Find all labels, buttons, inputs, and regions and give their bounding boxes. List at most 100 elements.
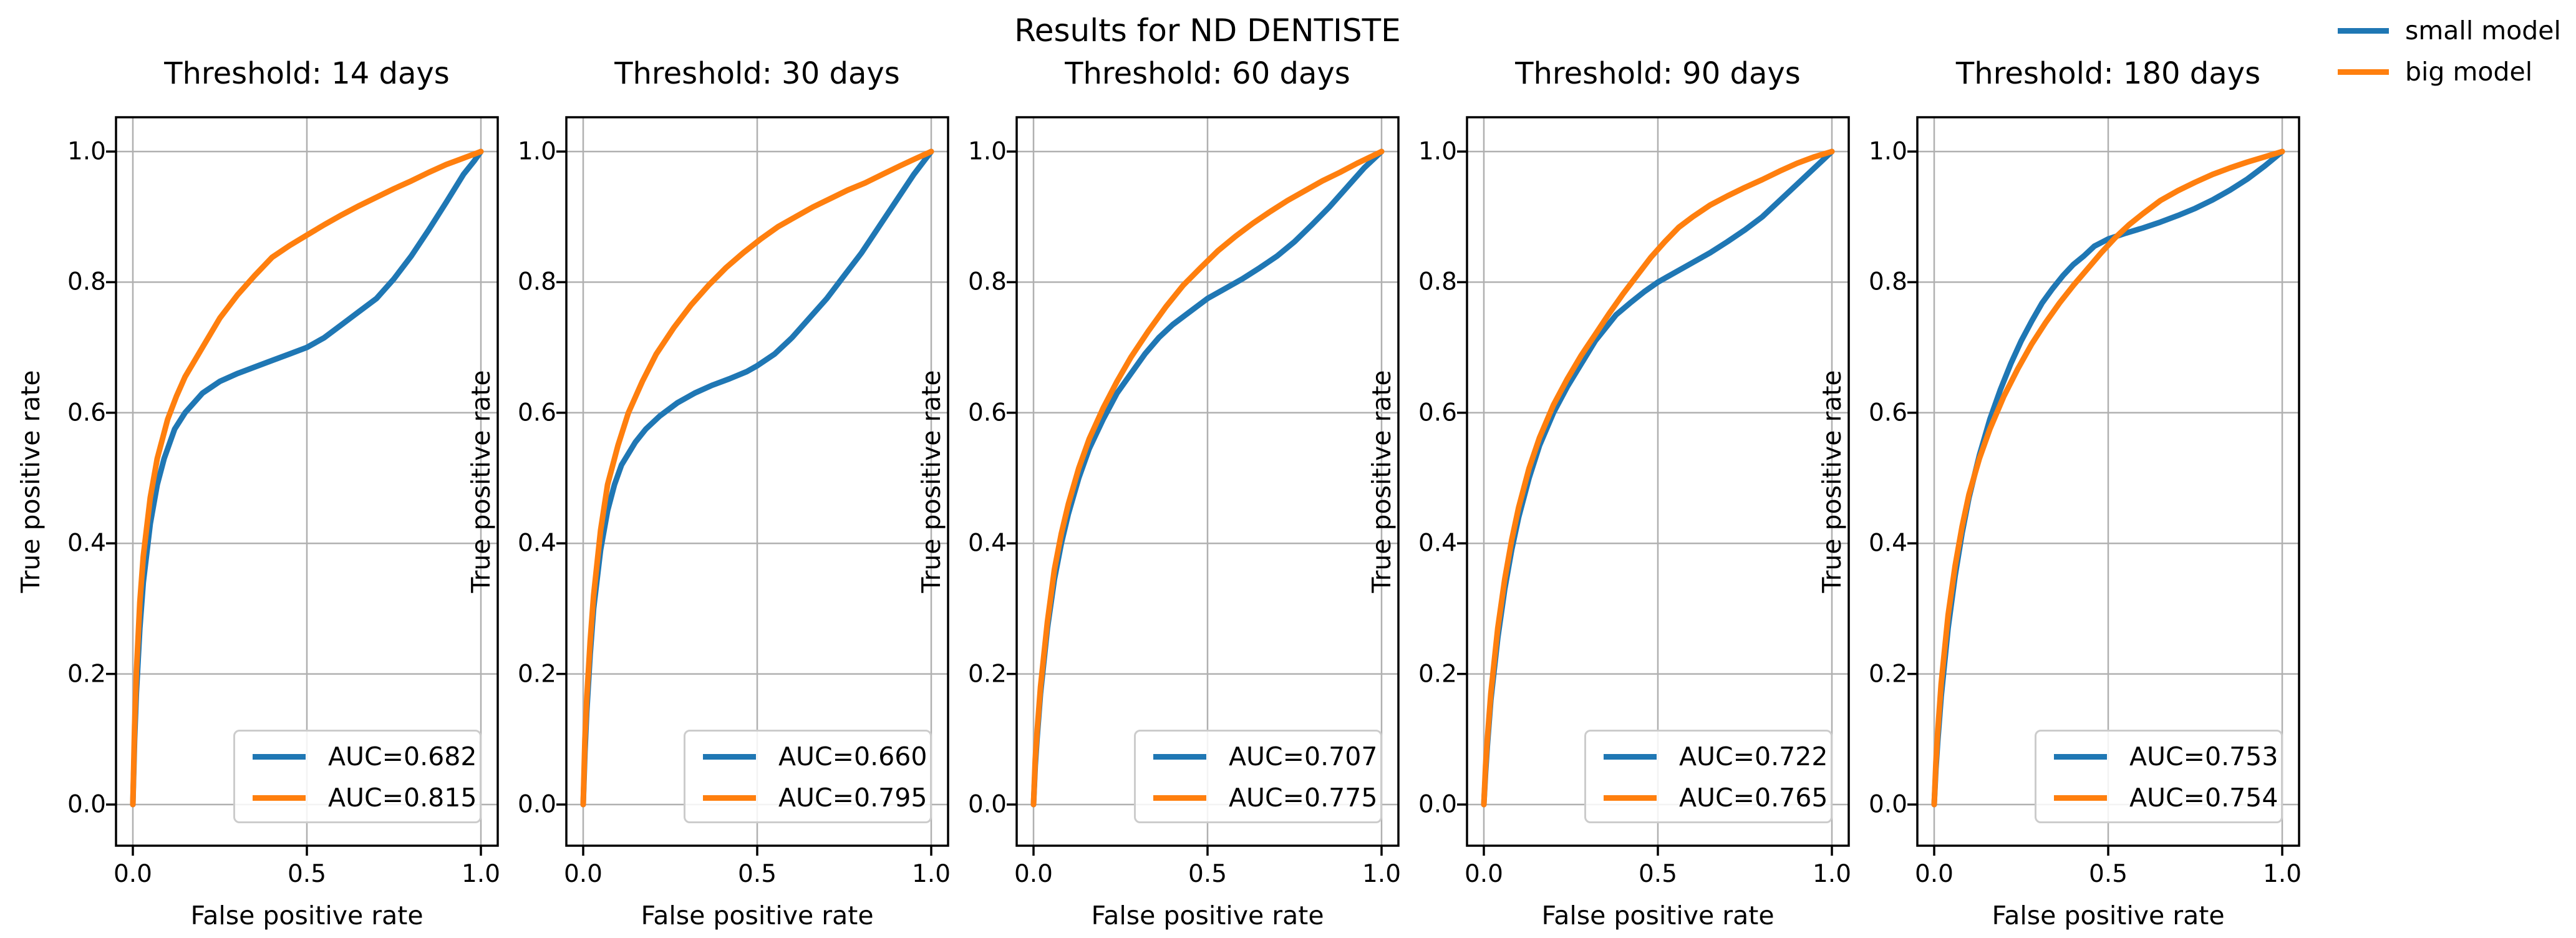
auc-legend-row: AUC=0.765 [1586,783,1831,813]
legend-line-swatch-blue-icon [2054,753,2107,760]
legend-line-swatch-blue-icon [1153,753,1206,760]
auc-value-label: AUC=0.815 [328,783,477,813]
x-tick-label: 0.5 [287,860,327,888]
y-axis-label: True positive rate [916,370,946,593]
legend-line-swatch-orange-icon [1604,795,1657,801]
auc-value-label: AUC=0.775 [1229,783,1378,813]
y-tick-label: 0.2 [1868,660,1907,689]
figure-legend: small model big model [2338,10,2561,92]
auc-legend-row: AUC=0.753 [2036,742,2281,771]
x-axis-label: False positive rate [1091,901,1324,931]
x-tick-label: 0.5 [737,860,777,888]
legend-line-swatch-orange-icon [1153,795,1206,801]
x-tick-label: 0.0 [1464,860,1503,888]
subplot-title: Threshold: 14 days [164,56,450,91]
auc-value-label: AUC=0.753 [2129,742,2278,771]
y-tick-label: 0.2 [1418,660,1457,689]
subplot-title: Threshold: 30 days [614,56,900,91]
auc-value-label: AUC=0.795 [778,783,927,813]
subplot-title: Threshold: 90 days [1515,56,1801,91]
axes-area: 1.0 0.8 0.6 0.4 0.2 0.0 0.0 0.5 1.0 AUC=… [1869,116,2302,886]
y-axis-label: True positive rate [1817,370,1847,593]
x-axis-label: False positive rate [1992,901,2225,931]
y-tick-label: 1.0 [1868,137,1907,166]
subplot-title: Threshold: 180 days [1955,56,2261,91]
y-tick-label: 0.4 [1418,529,1457,558]
x-tick-label: 0.0 [113,860,152,888]
y-tick-label: 0.8 [67,268,106,296]
axes-area: 1.0 0.8 0.6 0.4 0.2 0.0 0.0 0.5 1.0 AUC=… [67,116,500,886]
legend-item-big-model: big model [2338,51,2561,92]
x-tick-label: 1.0 [461,860,501,888]
x-tick-label: 1.0 [1362,860,1402,888]
auc-value-label: AUC=0.682 [328,742,477,771]
legend-line-swatch-orange-icon [2054,795,2107,801]
auc-legend-row: AUC=0.775 [1136,783,1380,813]
y-axis-label: True positive rate [466,370,496,593]
subplot-threshold-180-days: Threshold: 180 days True positive rate 1… [1817,56,2302,931]
auc-legend-row: AUC=0.815 [235,783,480,813]
y-tick-label: 0.2 [67,660,106,689]
y-tick-label: 0.0 [67,790,106,819]
auc-legend: AUC=0.753 AUC=0.754 [2035,730,2283,823]
x-tick-label: 0.0 [563,860,603,888]
y-tick-label: 0.4 [1868,529,1907,558]
auc-legend-row: AUC=0.707 [1136,742,1380,771]
auc-legend: AUC=0.682 AUC=0.815 [233,730,482,823]
y-tick-label: 0.0 [517,790,556,819]
auc-value-label: AUC=0.722 [1679,742,1828,771]
x-tick-label: 1.0 [911,860,951,888]
figure-title: Results for ND DENTISTE [1014,12,1401,49]
x-axis-label: False positive rate [641,901,874,931]
legend-line-swatch-blue-icon [2338,27,2389,34]
subplot-threshold-60-days: Threshold: 60 days True positive rate 1.… [916,56,1401,931]
subplot-title: Threshold: 60 days [1065,56,1350,91]
y-tick-label: 0.4 [67,529,106,558]
auc-value-label: AUC=0.707 [1229,742,1378,771]
legend-line-swatch-blue-icon [253,753,306,760]
legend-line-swatch-orange-icon [703,795,756,801]
roc-curves-svg [556,116,949,856]
subplot-threshold-90-days: Threshold: 90 days True positive rate 1.… [1367,56,1851,931]
auc-legend-row: AUC=0.754 [2036,783,2281,813]
roc-curves-svg [1907,116,2300,856]
y-tick-label: 0.6 [67,399,106,427]
auc-legend-row: AUC=0.795 [685,783,930,813]
auc-value-label: AUC=0.754 [2129,783,2278,813]
x-tick-label: 0.5 [1638,860,1678,888]
x-tick-label: 0.5 [2088,860,2128,888]
roc-curves-svg [1457,116,1850,856]
x-tick-label: 0.5 [1188,860,1227,888]
auc-legend-row: AUC=0.722 [1586,742,1831,771]
axes-area: 1.0 0.8 0.6 0.4 0.2 0.0 0.0 0.5 1.0 AUC=… [968,116,1401,886]
y-tick-label: 0.6 [517,399,556,427]
y-tick-label: 0.0 [967,790,1007,819]
legend-label: big model [2405,57,2533,87]
legend-line-swatch-blue-icon [703,753,756,760]
y-tick-label: 0.4 [517,529,556,558]
legend-item-small-model: small model [2338,10,2561,51]
y-tick-label: 0.6 [967,399,1007,427]
y-tick-label: 0.8 [967,268,1007,296]
y-tick-label: 0.0 [1868,790,1907,819]
x-tick-label: 1.0 [1812,860,1852,888]
auc-value-label: AUC=0.660 [778,742,927,771]
auc-value-label: AUC=0.765 [1679,783,1828,813]
legend-line-swatch-blue-icon [1604,753,1657,760]
y-axis-label: True positive rate [1367,370,1397,593]
y-axis-label: True positive rate [16,370,46,593]
x-tick-label: 1.0 [2262,860,2302,888]
y-tick-label: 0.8 [1418,268,1457,296]
y-tick-label: 0.6 [1868,399,1907,427]
legend-label: small model [2405,16,2561,46]
x-axis-label: False positive rate [1541,901,1775,931]
axes-area: 1.0 0.8 0.6 0.4 0.2 0.0 0.0 0.5 1.0 AUC=… [1418,116,1851,886]
y-tick-label: 1.0 [1418,137,1457,166]
legend-line-swatch-orange-icon [253,795,306,801]
roc-curves-svg [1007,116,1400,856]
roc-curves-svg [106,116,499,856]
axes-area: 1.0 0.8 0.6 0.4 0.2 0.0 0.0 0.5 1.0 AUC=… [518,116,951,886]
y-tick-label: 1.0 [967,137,1007,166]
y-tick-label: 0.2 [517,660,556,689]
y-tick-label: 0.0 [1418,790,1457,819]
